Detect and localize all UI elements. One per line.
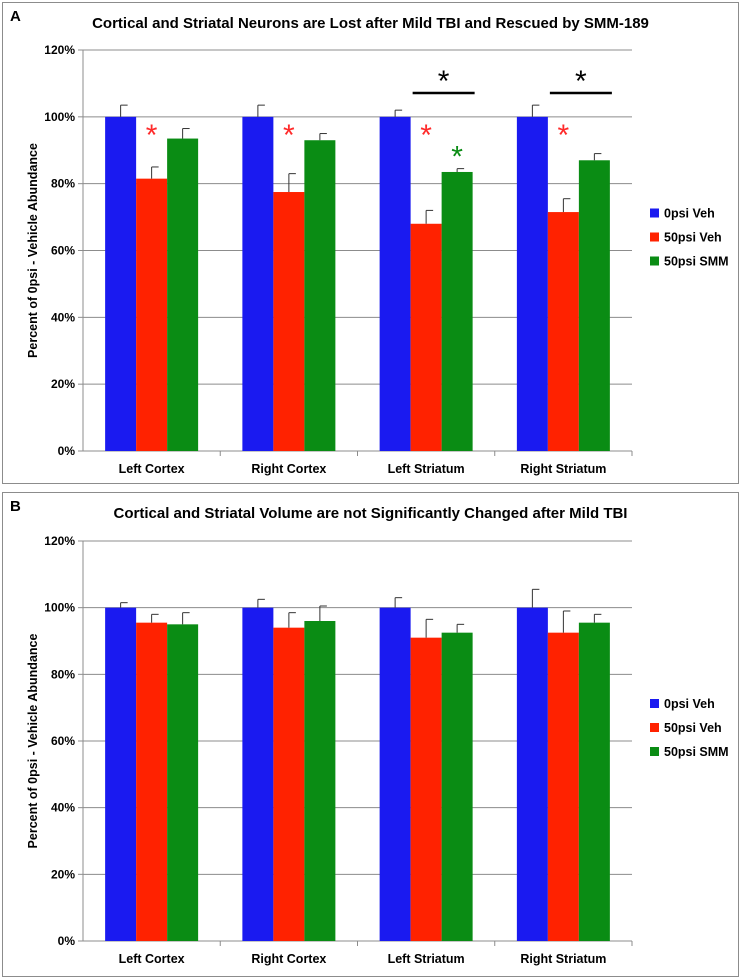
- x-tick-label: Left Cortex: [119, 462, 185, 476]
- significance-marker: *: [146, 119, 158, 152]
- significance-marker: *: [438, 65, 450, 98]
- bar-chart-neurons: 0% 20% 40% 60% 80% 100% 120% Percent of 0psi - …: [26, 43, 729, 476]
- x-tick-label: Right Cortex: [251, 462, 326, 476]
- legend-label: 50psi SMM: [664, 745, 729, 759]
- bar: [136, 178, 168, 451]
- y-tick-label: 20%: [51, 867, 75, 881]
- y-tick-label: 60%: [51, 244, 75, 258]
- y-tick-label: 80%: [51, 667, 75, 681]
- legend-label: 0psi Veh: [664, 697, 715, 711]
- y-tick-label: 60%: [51, 734, 75, 748]
- y-tick-label: 0%: [58, 934, 76, 948]
- legend-swatch: [650, 723, 659, 732]
- significance-marker: *: [420, 119, 432, 152]
- y-tick-label: 100%: [44, 110, 75, 124]
- y-tick-label: 80%: [51, 177, 75, 191]
- panel-letter: B: [10, 498, 21, 515]
- x-tick-label: Right Cortex: [251, 952, 326, 966]
- bar: [242, 116, 274, 451]
- panel-b: B Cortical and Striatal Volume are not S…: [2, 492, 739, 977]
- y-tick-label: 120%: [44, 534, 75, 548]
- x-tick-label: Right Striatum: [520, 462, 606, 476]
- bar: [578, 622, 610, 941]
- bar: [273, 192, 305, 452]
- bar: [167, 624, 199, 941]
- significance-marker: *: [451, 141, 463, 174]
- bar: [441, 632, 473, 941]
- bar: [547, 212, 579, 451]
- bar-chart-volume: 0% 20% 40% 60% 80% 100% 120% Percent of 0psi - …: [26, 534, 729, 966]
- y-tick-label: 100%: [44, 601, 75, 615]
- bar: [379, 607, 411, 941]
- y-tick-label: 0%: [58, 444, 76, 458]
- bar: [441, 171, 473, 452]
- legend-label: 50psi Veh: [664, 721, 722, 735]
- bar: [242, 607, 274, 941]
- significance-marker: *: [283, 119, 295, 152]
- legend-swatch: [650, 256, 659, 266]
- x-tick-label: Left Striatum: [388, 462, 465, 476]
- y-axis-label: Percent of 0psi - Vehicle Abundance: [26, 143, 40, 358]
- y-tick-label: 40%: [51, 310, 75, 324]
- bar: [410, 637, 442, 941]
- bar: [105, 607, 137, 941]
- y-tick-label: 120%: [44, 43, 75, 57]
- bar: [379, 116, 411, 451]
- bar: [273, 627, 305, 941]
- bar: [304, 140, 336, 451]
- panel-letter: A: [10, 8, 21, 25]
- legend-swatch: [650, 232, 659, 242]
- bar: [547, 632, 579, 941]
- legend-swatch: [650, 747, 659, 756]
- chart-title: Cortical and Striatal Neurons are Lost a…: [92, 15, 649, 32]
- y-axis-label: Percent of 0psi - Vehicle Abundance: [26, 634, 40, 849]
- bar: [516, 116, 548, 451]
- panel-a: A Cortical and Striatal Neurons are Lost…: [2, 2, 739, 484]
- legend-label: 0psi Veh: [664, 207, 715, 221]
- bar: [136, 622, 168, 941]
- significance-marker: *: [558, 119, 570, 152]
- bar: [105, 116, 137, 451]
- x-tick-label: Left Striatum: [388, 952, 465, 966]
- legend-swatch: [650, 208, 659, 218]
- legend-swatch: [650, 699, 659, 708]
- legend-label: 50psi SMM: [664, 255, 729, 269]
- significance-marker: *: [575, 65, 587, 98]
- x-tick-label: Left Cortex: [119, 952, 185, 966]
- bar: [167, 138, 199, 451]
- bar: [578, 160, 610, 451]
- y-tick-label: 40%: [51, 801, 75, 815]
- x-tick-label: Right Striatum: [520, 952, 606, 966]
- bar: [410, 223, 442, 451]
- chart-title: Cortical and Striatal Volume are not Sig…: [113, 505, 628, 522]
- bar: [304, 621, 336, 941]
- legend-label: 50psi Veh: [664, 231, 722, 245]
- bar: [516, 607, 548, 941]
- y-tick-label: 20%: [51, 377, 75, 391]
